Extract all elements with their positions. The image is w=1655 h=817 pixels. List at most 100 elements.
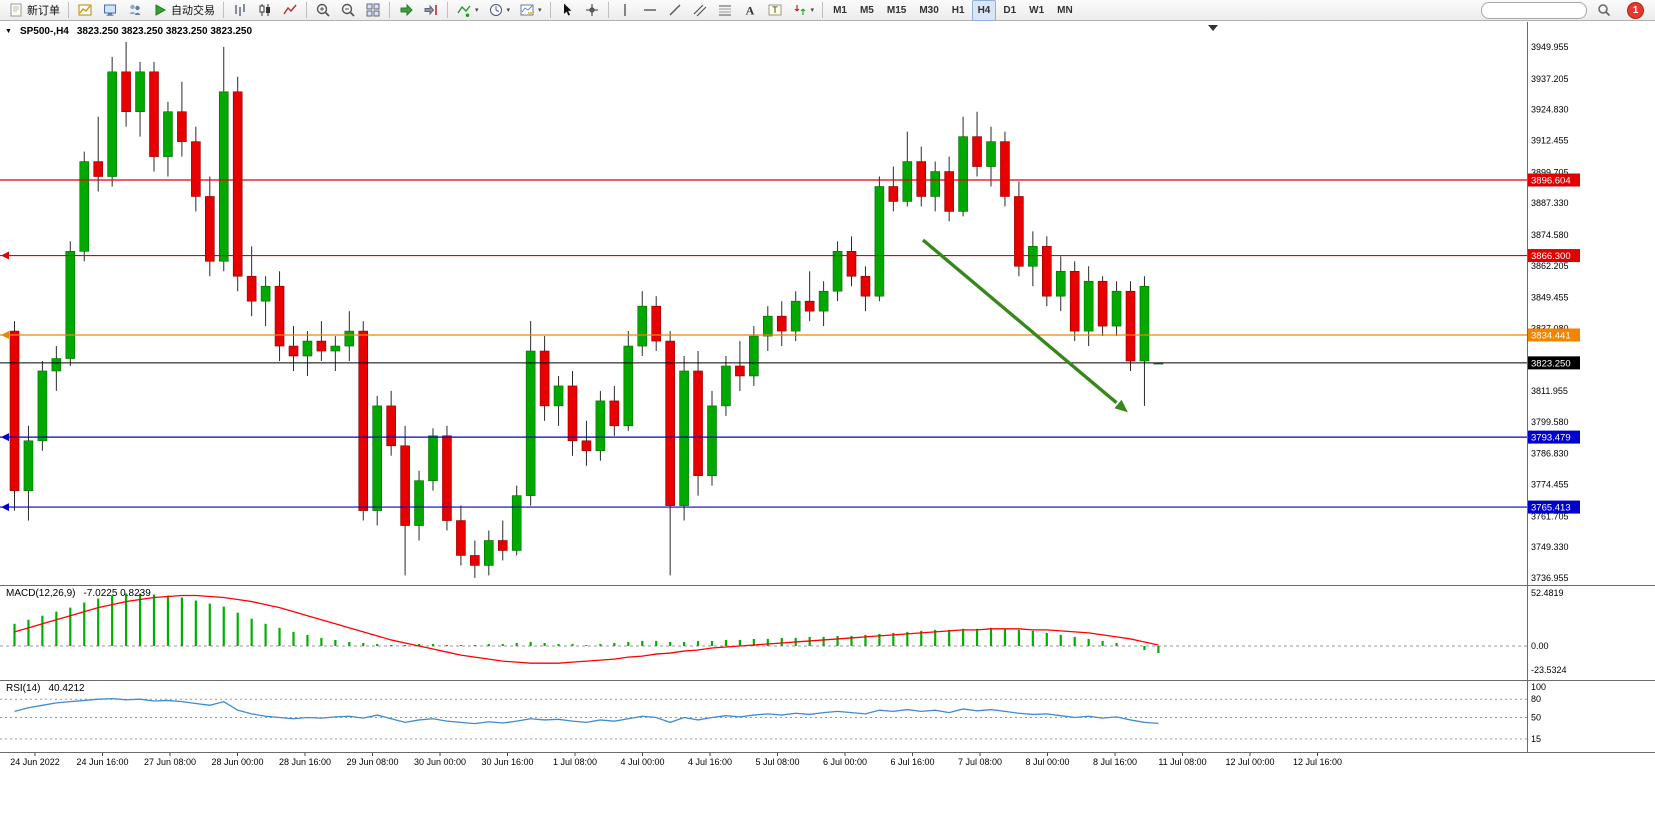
candle-down [1000, 141, 1010, 197]
timeframe-d1-button[interactable]: D1 [1003, 4, 1017, 16]
horizontal-line-button[interactable] [638, 0, 662, 21]
zoom-out-icon [341, 3, 355, 17]
trendline-icon [669, 4, 681, 16]
candle-up [623, 345, 634, 427]
time-tick-label: 29 Jun 08:00 [346, 757, 398, 767]
price-tick-label: 3736.955 [1531, 573, 1569, 583]
auto-scroll-button[interactable] [394, 0, 418, 21]
trend-arrow-annotation[interactable] [921, 238, 1128, 413]
timeframe-w1-button[interactable]: W1 [1029, 4, 1045, 16]
indicators-button[interactable]: ▾ [452, 0, 483, 21]
tile-windows-button[interactable] [361, 0, 385, 21]
crosshair-button[interactable] [580, 0, 604, 21]
candle-down [191, 141, 201, 197]
candle-down [149, 71, 159, 157]
hline-left-marker [1, 251, 9, 260]
time-tick-label: 4 Jul 00:00 [620, 757, 664, 767]
candlestick-chart-button[interactable] [253, 0, 277, 21]
price-badge-label: 3765.413 [1531, 503, 1571, 514]
timeframe-m15-button[interactable]: M15 [886, 4, 907, 16]
candle-down [316, 340, 327, 352]
candle-down [470, 555, 480, 566]
bar-chart-button[interactable] [228, 0, 252, 21]
price-tick-label: 3949.955 [1531, 42, 1569, 52]
chart-shift-button[interactable] [419, 0, 443, 21]
candle-up [372, 405, 383, 511]
timeframe-m30-button[interactable]: M30 [919, 4, 939, 16]
price-tick-label: 3774.455 [1531, 480, 1569, 490]
candle-up [135, 71, 145, 113]
macd-panel[interactable]: 52.4819 0.00 -23.5324 [0, 588, 1567, 675]
chart-corner-arrow-icon[interactable] [1208, 25, 1218, 31]
price-tick-label: 3924.830 [1531, 105, 1569, 115]
time-tick-label: 4 Jul 16:00 [688, 757, 732, 767]
candle-down [665, 340, 675, 506]
fibonacci-button[interactable] [713, 0, 737, 21]
line-chart-button[interactable] [278, 0, 302, 21]
market-watch-button[interactable] [123, 0, 147, 21]
autotrade-button[interactable]: 自动交易 [148, 0, 219, 21]
templates-icon [520, 4, 534, 16]
price-badge [1528, 328, 1580, 342]
notifications-badge[interactable]: 1 [1627, 1, 1644, 19]
time-tick-label: 27 Jun 08:00 [144, 757, 196, 767]
time-tick-label: 6 Jul 16:00 [890, 757, 934, 767]
periods-icon [489, 4, 502, 16]
price-badge [1528, 173, 1580, 187]
candle-down [497, 540, 508, 551]
chart-frame [0, 22, 1655, 753]
candle-up [163, 111, 173, 157]
new-chart-button[interactable] [73, 0, 97, 21]
rsi-indicator-label: RSI(14) 40.4212 [6, 683, 85, 694]
text-label-button[interactable]: T [763, 0, 787, 21]
templates-button[interactable]: ▾ [515, 0, 546, 21]
time-tick-label: 24 Jun 2022 [10, 757, 60, 767]
candle-up [707, 405, 717, 476]
price-tick-label: 3912.455 [1531, 135, 1569, 145]
candle-down [776, 315, 787, 332]
chevron-down-icon: ▾ [475, 6, 479, 14]
timeframe-m1-button[interactable]: M1 [833, 4, 847, 16]
macd-values: -7.0225 0.8239 [83, 588, 151, 599]
candle-down [888, 186, 899, 202]
time-axis: 24 Jun 2022 24 Jun 16:00 27 Jun 08:00 28 Ju… [10, 753, 1342, 767]
search-button[interactable] [1592, 0, 1616, 21]
text-icon: A [745, 4, 754, 18]
auto-scroll-icon [400, 3, 413, 17]
price-tick-label: 3862.205 [1531, 261, 1569, 271]
hline-icon [643, 9, 656, 11]
rsi-panel[interactable]: 100 80 50 15 [0, 682, 1546, 744]
price-tick-label: 3874.580 [1531, 230, 1569, 240]
timeframe-h1-button[interactable]: H1 [951, 4, 965, 16]
zoom-out-button[interactable] [336, 0, 360, 21]
candle-down [274, 285, 285, 347]
autotrade-icon [155, 4, 167, 16]
price-tick-label: 3887.330 [1531, 198, 1569, 208]
indicators-icon [457, 5, 471, 17]
periods-button[interactable]: ▾ [484, 0, 515, 21]
symbol-dropdown-icon[interactable]: ▼ [5, 28, 12, 35]
zoom-in-button[interactable] [311, 0, 335, 21]
candle-down [1069, 270, 1080, 332]
candle-down [693, 370, 703, 476]
arrows-button[interactable]: ▾ [788, 0, 819, 21]
channel-button[interactable] [688, 0, 712, 21]
vertical-line-button[interactable] [613, 0, 637, 21]
arrow-shaft[interactable] [921, 238, 1118, 405]
macd-name: MACD(12,26,9) [6, 588, 76, 599]
trendline-button[interactable] [663, 0, 687, 21]
arrows-icon [794, 5, 805, 15]
text-button[interactable]: A [738, 0, 762, 21]
timeframe-h4-button[interactable]: H4 [971, 0, 997, 21]
search-input[interactable] [1481, 1, 1587, 19]
timeframe-mn-button[interactable]: MN [1057, 4, 1073, 16]
timeframe-m5-button[interactable]: M5 [859, 4, 874, 16]
profiles-button[interactable] [98, 0, 122, 21]
candle-down [9, 330, 20, 491]
new-order-button[interactable]: 新订单 [4, 0, 64, 21]
cursor-button[interactable] [555, 0, 579, 21]
candle-up [51, 358, 62, 372]
time-tick-label: 6 Jul 00:00 [823, 757, 867, 767]
candle-down [121, 71, 131, 113]
